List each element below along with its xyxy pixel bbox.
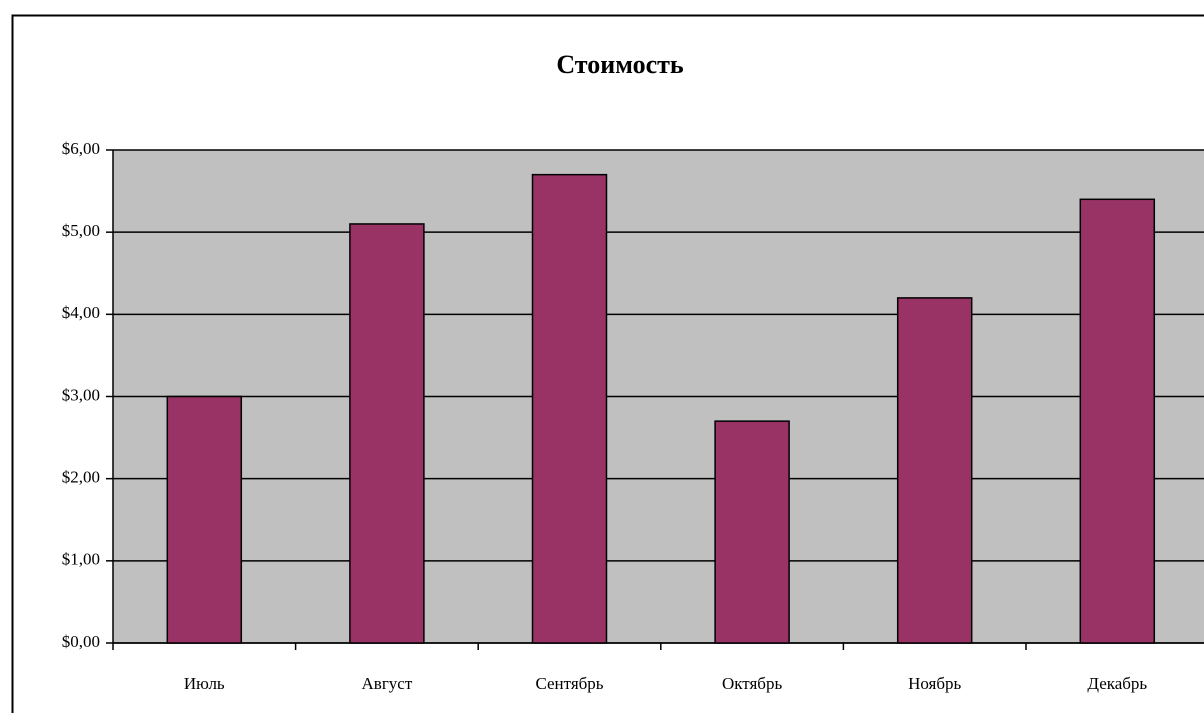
chart-title: Стоимость (556, 50, 684, 79)
bar (349, 223, 425, 644)
y-tick-label: $4,00 (62, 303, 100, 322)
bar (714, 420, 790, 644)
bar (1079, 198, 1156, 644)
y-tick-label: $6,00 (62, 139, 100, 158)
y-tick-label: $0,00 (62, 632, 100, 651)
x-tick-label: Ноябрь (908, 674, 961, 693)
x-tick-label: Август (362, 674, 413, 693)
y-tick-label: $3,00 (62, 385, 100, 404)
x-tick-label: Октябрь (722, 674, 782, 693)
x-tick-label: Сентябрь (535, 674, 603, 693)
y-tick-label: $5,00 (62, 221, 100, 240)
x-tick-label: Июль (184, 674, 225, 693)
bar (531, 173, 608, 644)
y-tick-label: $1,00 (62, 550, 100, 569)
bar (166, 395, 243, 644)
y-tick-label: $2,00 (62, 468, 100, 487)
bar (896, 297, 973, 644)
x-tick-label: Декабрь (1087, 674, 1147, 693)
